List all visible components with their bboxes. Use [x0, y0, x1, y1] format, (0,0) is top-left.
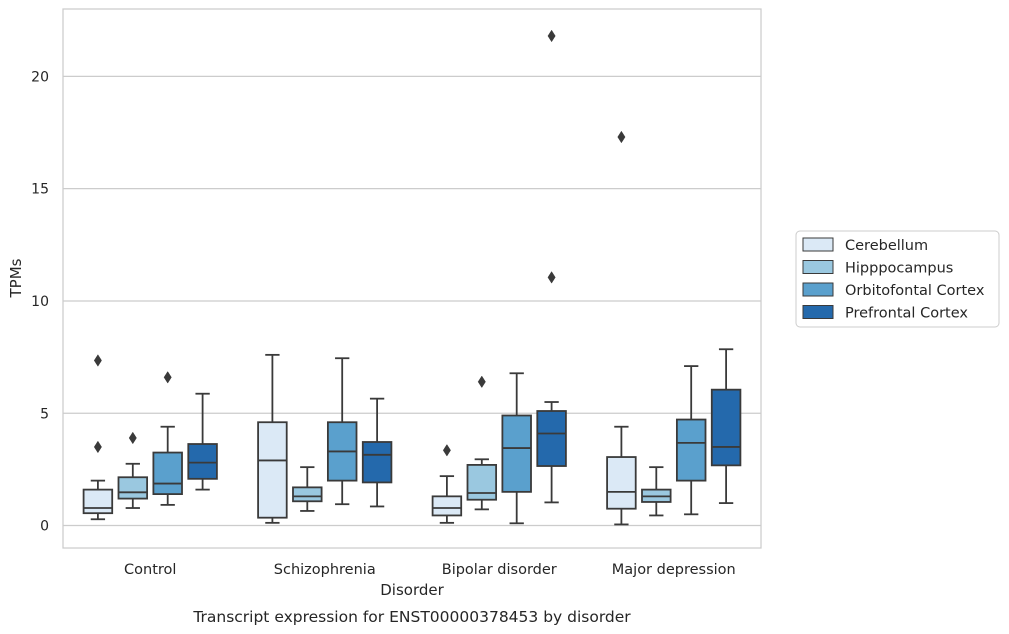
outlier-point	[93, 354, 102, 367]
box-body	[117, 476, 149, 500]
x-tick-label: Control	[124, 562, 176, 578]
chart-caption: Transcript expression for ENST0000037845…	[192, 608, 631, 626]
outlier-point	[477, 375, 486, 389]
box-orbitofontal-cortex	[675, 365, 707, 516]
legend: Cerebellum Hipppocampus Orbitofontal Corte…	[795, 230, 1000, 328]
legend-swatch	[802, 237, 834, 252]
y-tick-label: 10	[31, 294, 49, 310]
box-body	[361, 441, 393, 484]
box-hipppocampus	[641, 466, 672, 517]
x-tick-labels: Control Schizophrenia Bipolar disorder Majo…	[124, 562, 736, 578]
box-orbitofontal-cortex	[326, 357, 358, 506]
box-body	[152, 451, 183, 496]
x-tick-label: Schizophrenia	[274, 562, 376, 578]
box-body	[292, 486, 323, 503]
box-orbitofontal-cortex	[501, 372, 532, 525]
legend-label: Cerebellum	[845, 238, 928, 254]
legend-label: Orbitofontal Cortex	[845, 283, 985, 299]
legend-swatch	[802, 260, 834, 274]
box-body	[675, 418, 707, 482]
x-tick-label: Major depression	[612, 562, 736, 578]
box-cerebellum	[606, 130, 637, 526]
box-body	[501, 414, 532, 493]
box-body	[466, 464, 498, 501]
plot-frame	[62, 8, 762, 549]
box-hipppocampus	[117, 431, 149, 509]
x-axis-label: Disorder	[380, 581, 444, 599]
outlier-point	[128, 431, 137, 445]
outlier-point	[617, 130, 626, 144]
box-hipppocampus	[466, 375, 498, 511]
y-tick-label: 20	[31, 69, 49, 85]
box-prefrontal-cortex	[710, 348, 742, 504]
box-body	[187, 443, 218, 480]
box-orbitofontal-cortex	[152, 371, 183, 506]
box-plots	[82, 29, 742, 526]
legend-swatch	[802, 282, 834, 297]
box-prefrontal-cortex	[536, 29, 567, 504]
y-tick-label: 0	[40, 519, 49, 535]
outlier-point	[442, 444, 451, 457]
y-tick-label: 5	[40, 406, 49, 422]
box-hipppocampus	[292, 466, 323, 512]
box-prefrontal-cortex	[361, 397, 393, 508]
box-body	[606, 456, 637, 510]
y-tick-label: 15	[31, 182, 49, 198]
box-cerebellum	[431, 444, 463, 524]
legend-label: Hipppocampus	[845, 261, 953, 277]
box-body	[710, 388, 742, 467]
box-body	[536, 410, 567, 467]
outlier-point	[163, 371, 172, 384]
outlier-point	[547, 29, 556, 43]
box-body	[257, 421, 288, 519]
legend-swatch	[802, 305, 834, 319]
box-prefrontal-cortex	[187, 392, 218, 491]
box-cerebellum	[257, 353, 288, 524]
y-axis-label: TPMs	[7, 258, 25, 298]
y-tick-labels: 0 5 10 15 20	[31, 69, 49, 534]
grid-lines	[63, 75, 761, 527]
legend-frame	[795, 230, 1000, 328]
box-body	[431, 495, 463, 517]
legend-label: Prefrontal Cortex	[845, 306, 968, 322]
x-tick-label: Bipolar disorder	[442, 562, 557, 578]
outlier-point	[547, 271, 556, 284]
outlier-point	[93, 440, 102, 454]
box-body	[82, 488, 114, 515]
box-cerebellum	[82, 354, 114, 521]
